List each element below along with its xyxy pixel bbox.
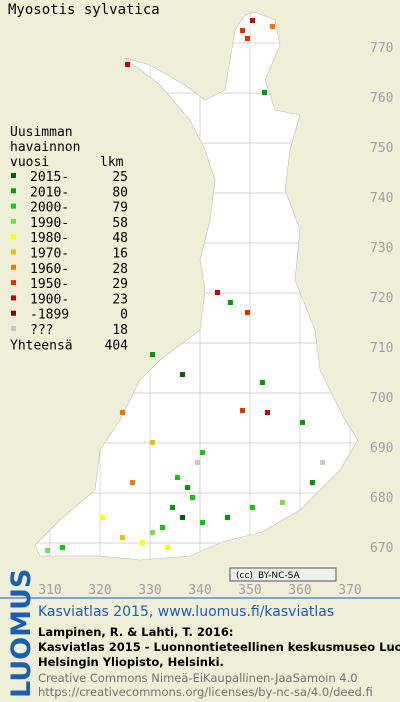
legend-swatch — [11, 249, 16, 255]
footer-logo: LUOMUS — [6, 569, 37, 698]
legend-count: 25 — [112, 170, 128, 185]
y-label: 710 — [370, 341, 393, 356]
y-label: 720 — [370, 291, 393, 306]
legend-period: 2015- — [30, 170, 69, 185]
legend-period: 1900- — [30, 292, 69, 307]
legend-heading: Uusimman — [10, 125, 73, 140]
x-label: 330 — [138, 583, 161, 598]
legend-count: 23 — [112, 292, 128, 307]
legend-count: 79 — [112, 201, 128, 216]
legend-swatch — [11, 295, 16, 301]
y-label: 670 — [370, 541, 393, 556]
x-label: 320 — [88, 583, 111, 598]
y-label: 770 — [370, 41, 393, 56]
citation-line: Helsingin Yliopisto, Helsinki. — [38, 655, 224, 669]
legend-total-label: Yhteensä — [10, 338, 73, 353]
legend-swatch — [11, 203, 16, 209]
license-line: Creative Commons Nimeä-EiKaupallinen-Jaa… — [38, 671, 358, 685]
legend-col-period: vuosi — [10, 155, 49, 170]
x-label: 370 — [338, 583, 361, 598]
y-label: 700 — [370, 391, 393, 406]
legend-swatch — [11, 173, 16, 178]
legend-period: ??? — [30, 323, 53, 338]
citation-line: Kasviatlas 2015 - Luonnontieteellinen ke… — [38, 640, 400, 654]
observation-squares — [45, 18, 325, 553]
legend-period: 2010- — [30, 185, 69, 200]
legend-count: 18 — [112, 323, 128, 338]
y-label: 740 — [370, 191, 393, 206]
legend-period: 1950- — [30, 277, 69, 292]
legend-swatch — [11, 264, 16, 270]
license-line: https://creativecommons.org/licenses/by-… — [38, 685, 373, 699]
legend-swatch — [11, 218, 16, 224]
legend-count: 58 — [112, 216, 128, 231]
map-title: Myosotis sylvatica — [8, 2, 160, 18]
legend-count: 16 — [112, 247, 128, 262]
footer-link[interactable]: Kasviatlas 2015, www.luomus.fi/kasviatla… — [38, 604, 334, 620]
legend-swatch — [11, 234, 16, 240]
legend-swatch — [11, 326, 16, 331]
legend-count: 28 — [112, 262, 128, 277]
legend-total: 404 — [105, 338, 129, 353]
legend-period: 1980- — [30, 231, 69, 246]
badge-license: BY-NC-SA — [258, 571, 301, 581]
badge-cc: (cc) — [236, 571, 253, 581]
x-label: 340 — [188, 583, 211, 598]
legend-swatch — [11, 280, 16, 286]
legend-count: 0 — [120, 308, 128, 323]
legend-count: 48 — [112, 231, 128, 246]
legend-swatch — [11, 188, 16, 194]
footer: Lampinen, R. & Lahti, T. 2016:Kasviatlas… — [38, 625, 400, 699]
x-label: 310 — [38, 583, 61, 598]
legend-swatch — [11, 310, 16, 316]
x-label: 350 — [238, 583, 261, 598]
legend-col-count: lkm — [100, 155, 124, 170]
legend-period: 2000- — [30, 201, 69, 216]
y-label: 750 — [370, 141, 393, 156]
map-land — [34, 11, 359, 561]
legend-period: -1899 — [30, 308, 69, 323]
legend-period: 1960- — [30, 262, 69, 277]
legend-heading: havainnon — [10, 140, 80, 155]
license-badge: (cc) BY-NC-SA — [229, 567, 337, 582]
y-label: 680 — [370, 491, 393, 506]
citation-line: Lampinen, R. & Lahti, T. 2016: — [38, 625, 233, 639]
y-label: 760 — [370, 91, 393, 106]
legend-count: 80 — [112, 185, 128, 200]
y-label: 690 — [370, 441, 393, 456]
legend-count: 29 — [112, 277, 128, 292]
y-label: 730 — [370, 241, 393, 256]
x-label: 360 — [288, 583, 311, 598]
legend-period: 1970- — [30, 247, 69, 262]
legend-period: 1990- — [30, 216, 69, 231]
